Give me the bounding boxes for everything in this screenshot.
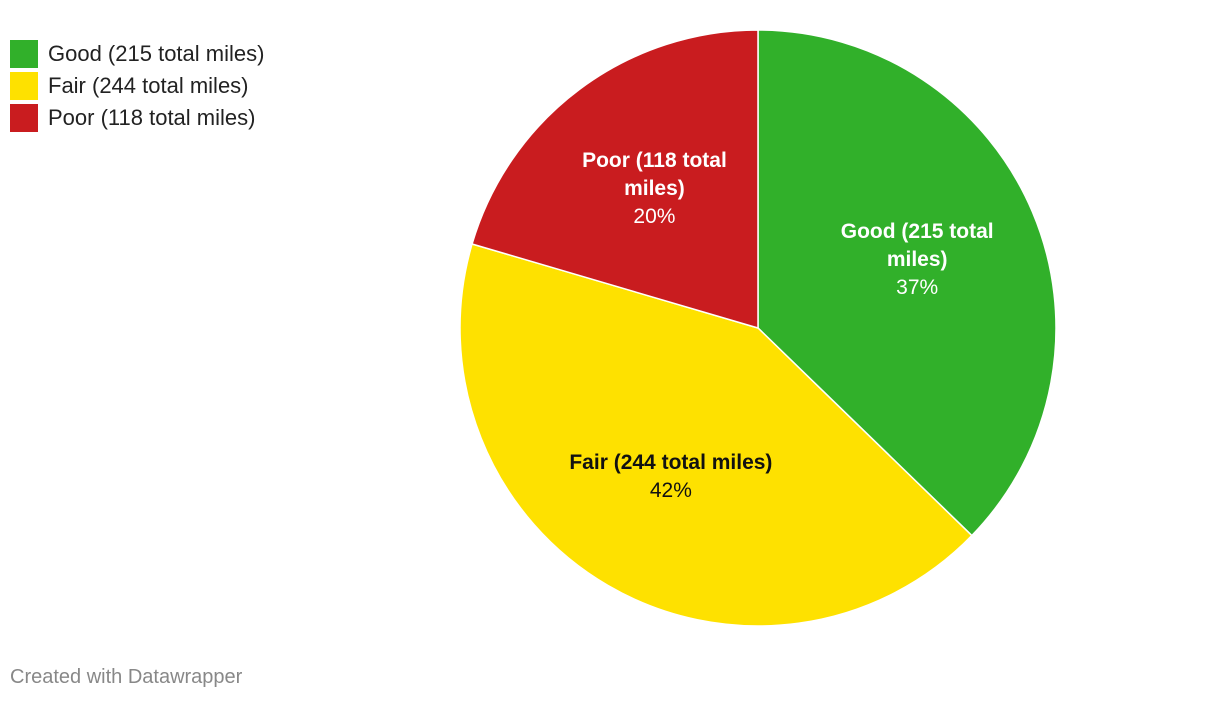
- legend-label: Good (215 total miles): [48, 41, 265, 66]
- legend-swatch: [10, 40, 38, 68]
- pie-slice: [459, 243, 973, 627]
- credit-text: Created with Datawrapper: [10, 666, 243, 688]
- slice-label-name: Fair (244 total miles): [569, 451, 772, 474]
- legend-item: Good (215 total miles): [10, 38, 264, 70]
- legend-item: Poor (118 total miles): [10, 102, 264, 134]
- slice-label-percent: 37%: [896, 276, 938, 299]
- slice-label-name: Good (215 total: [841, 220, 994, 243]
- legend-swatch: [10, 72, 38, 100]
- legend-item: Fair (244 total miles): [10, 70, 264, 102]
- pie-slice: [471, 29, 759, 329]
- slice-label-percent: 42%: [650, 479, 692, 502]
- slice-label: Good (215 total miles) 37%: [841, 220, 994, 299]
- legend-swatch: [10, 104, 38, 132]
- slice-label-name: Poor (118 total: [582, 149, 727, 172]
- slice-label: Poor (118 total miles) 20%: [582, 149, 727, 228]
- legend: Good (215 total miles) Fair (244 total mi…: [10, 38, 264, 134]
- slice-label-name: miles): [887, 248, 948, 271]
- legend-label: Fair (244 total miles): [48, 73, 249, 98]
- pie-slice: [757, 29, 1057, 537]
- slice-label-name: miles): [624, 177, 685, 200]
- legend-label: Poor (118 total miles): [48, 105, 256, 130]
- slice-label: Fair (244 total miles) 42%: [569, 451, 772, 502]
- slice-label-percent: 20%: [633, 205, 675, 228]
